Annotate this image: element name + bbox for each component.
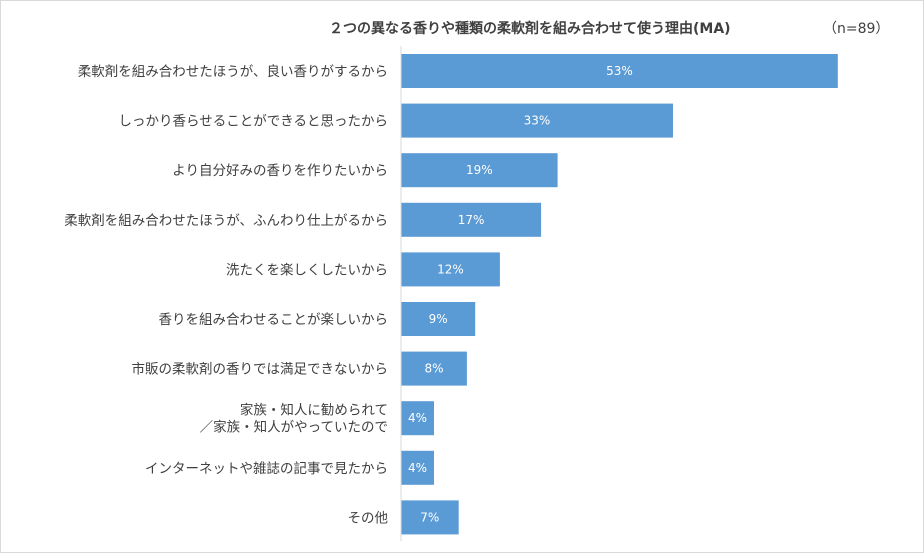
data-label-2: 33% [524, 114, 551, 128]
category-label-9: インターネットや雑誌の記事で見たから [145, 460, 388, 477]
bar-4 [401, 202, 542, 237]
data-label-1: 53% [606, 64, 633, 78]
data-label-4: 17% [458, 213, 485, 227]
category-label-10: その他 [348, 510, 389, 526]
category-label-5: 洗たくを楽しくしたいから [226, 262, 388, 278]
data-label-8: 4% [408, 411, 427, 425]
data-label-6: 9% [429, 312, 448, 326]
bar-10 [401, 500, 459, 535]
chart-sample-size: （n=89） [823, 21, 890, 37]
bar-6 [401, 302, 476, 336]
category-label-8: 家族・知人に勧められて／家族・知人がやっていたので [200, 402, 388, 436]
category-label-7: 市販の柔軟剤の香りでは満足できないから [132, 361, 389, 378]
bar-1 [401, 54, 838, 88]
data-label-3: 19% [466, 163, 493, 177]
category-label-3: より自分好みの香りを作りたいから [172, 163, 388, 179]
data-label-5: 12% [437, 262, 464, 276]
bar-5 [401, 252, 500, 287]
bar-2 [401, 103, 673, 138]
data-label-9: 4% [408, 461, 427, 475]
category-label-6: 香りを組み合わせることが楽しいから [159, 312, 389, 328]
data-label-10: 7% [420, 510, 439, 524]
bar-3 [401, 153, 558, 188]
bar-9 [401, 450, 434, 485]
category-label-2: しっかり香らせることができると思ったから [119, 114, 388, 130]
category-label-4: 柔軟剤を組み合わせたほうが、ふんわり仕上がるから [64, 213, 388, 229]
bar-8 [401, 401, 434, 436]
data-label-7: 8% [424, 362, 443, 376]
chart-title: ２つの異なる香りや種類の柔軟剤を組み合わせて使う理由(MA) [329, 21, 731, 37]
category-label-1: 柔軟剤を組み合わせたほうが、良い香りがするから [78, 64, 388, 80]
bar-7 [401, 351, 467, 386]
